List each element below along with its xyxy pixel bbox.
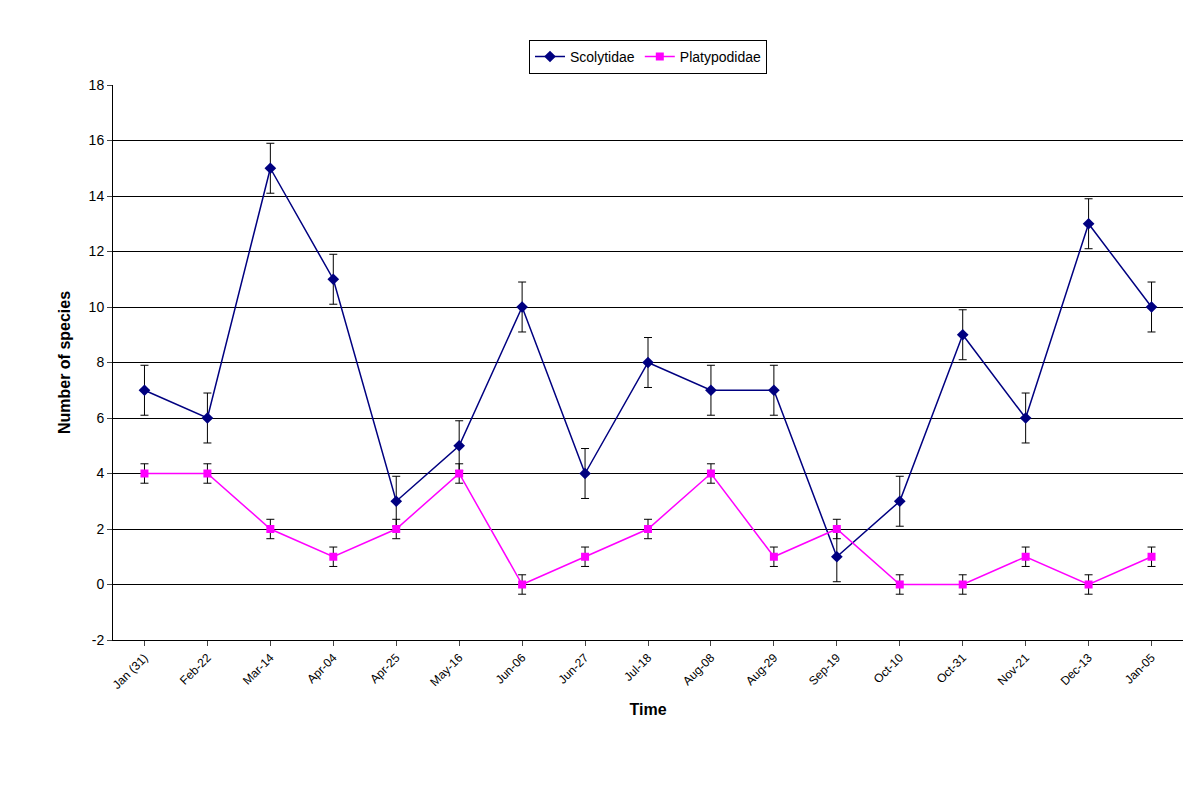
- svg-text:2: 2: [96, 521, 104, 537]
- svg-text:Number of species: Number of species: [56, 291, 73, 434]
- svg-text:Jun-27: Jun-27: [556, 651, 592, 687]
- svg-text:0: 0: [96, 576, 104, 592]
- svg-text:May-16: May-16: [427, 651, 465, 689]
- svg-text:Mar-14: Mar-14: [240, 651, 277, 688]
- svg-text:Sep-19: Sep-19: [806, 651, 843, 688]
- svg-text:-2: -2: [92, 632, 105, 648]
- svg-text:Aug-08: Aug-08: [680, 651, 717, 688]
- svg-text:4: 4: [96, 465, 104, 481]
- svg-text:Feb-22: Feb-22: [177, 651, 214, 688]
- svg-text:Jan (31): Jan (31): [110, 651, 151, 692]
- svg-text:Platypodidae: Platypodidae: [680, 49, 761, 65]
- svg-text:18: 18: [89, 77, 105, 93]
- svg-text:Apr-25: Apr-25: [367, 651, 403, 687]
- svg-text:Apr-04: Apr-04: [304, 651, 340, 687]
- svg-text:Jan-05: Jan-05: [1122, 651, 1158, 687]
- svg-text:Nov-21: Nov-21: [995, 651, 1032, 688]
- svg-text:Oct-10: Oct-10: [871, 651, 907, 687]
- svg-text:8: 8: [96, 354, 104, 370]
- svg-text:6: 6: [96, 410, 104, 426]
- svg-text:Jul-18: Jul-18: [621, 651, 654, 684]
- svg-text:Aug-29: Aug-29: [743, 651, 780, 688]
- svg-text:Time: Time: [629, 701, 666, 718]
- svg-text:Scolytidae: Scolytidae: [570, 49, 635, 65]
- svg-text:12: 12: [89, 243, 105, 259]
- svg-text:Dec-13: Dec-13: [1058, 651, 1095, 688]
- svg-text:Jun-06: Jun-06: [493, 651, 529, 687]
- svg-text:14: 14: [89, 188, 105, 204]
- svg-text:16: 16: [89, 132, 105, 148]
- svg-text:Oct-31: Oct-31: [934, 651, 970, 687]
- svg-text:10: 10: [89, 299, 105, 315]
